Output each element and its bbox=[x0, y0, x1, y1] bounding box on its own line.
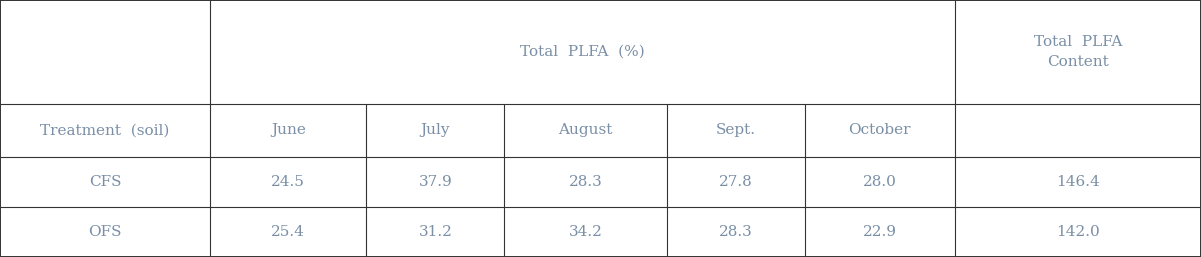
Text: 24.5: 24.5 bbox=[271, 175, 305, 189]
Text: 146.4: 146.4 bbox=[1056, 175, 1100, 189]
Text: Total  PLFA
Content: Total PLFA Content bbox=[1034, 35, 1122, 69]
Text: 27.8: 27.8 bbox=[718, 175, 753, 189]
Text: July: July bbox=[420, 123, 450, 137]
Text: 22.9: 22.9 bbox=[862, 225, 897, 239]
Text: June: June bbox=[270, 123, 306, 137]
Text: CFS: CFS bbox=[89, 175, 121, 189]
Text: August: August bbox=[558, 123, 613, 137]
Text: 28.3: 28.3 bbox=[568, 175, 603, 189]
Text: 25.4: 25.4 bbox=[271, 225, 305, 239]
Text: 142.0: 142.0 bbox=[1056, 225, 1100, 239]
Text: 34.2: 34.2 bbox=[568, 225, 603, 239]
Text: Total  PLFA  (%): Total PLFA (%) bbox=[520, 45, 645, 59]
Text: OFS: OFS bbox=[89, 225, 121, 239]
Text: October: October bbox=[848, 123, 912, 137]
Text: 28.3: 28.3 bbox=[718, 225, 753, 239]
Text: Sept.: Sept. bbox=[716, 123, 755, 137]
Text: 28.0: 28.0 bbox=[862, 175, 897, 189]
Text: Treatment  (soil): Treatment (soil) bbox=[41, 123, 169, 137]
Text: 37.9: 37.9 bbox=[418, 175, 453, 189]
Text: 31.2: 31.2 bbox=[418, 225, 453, 239]
